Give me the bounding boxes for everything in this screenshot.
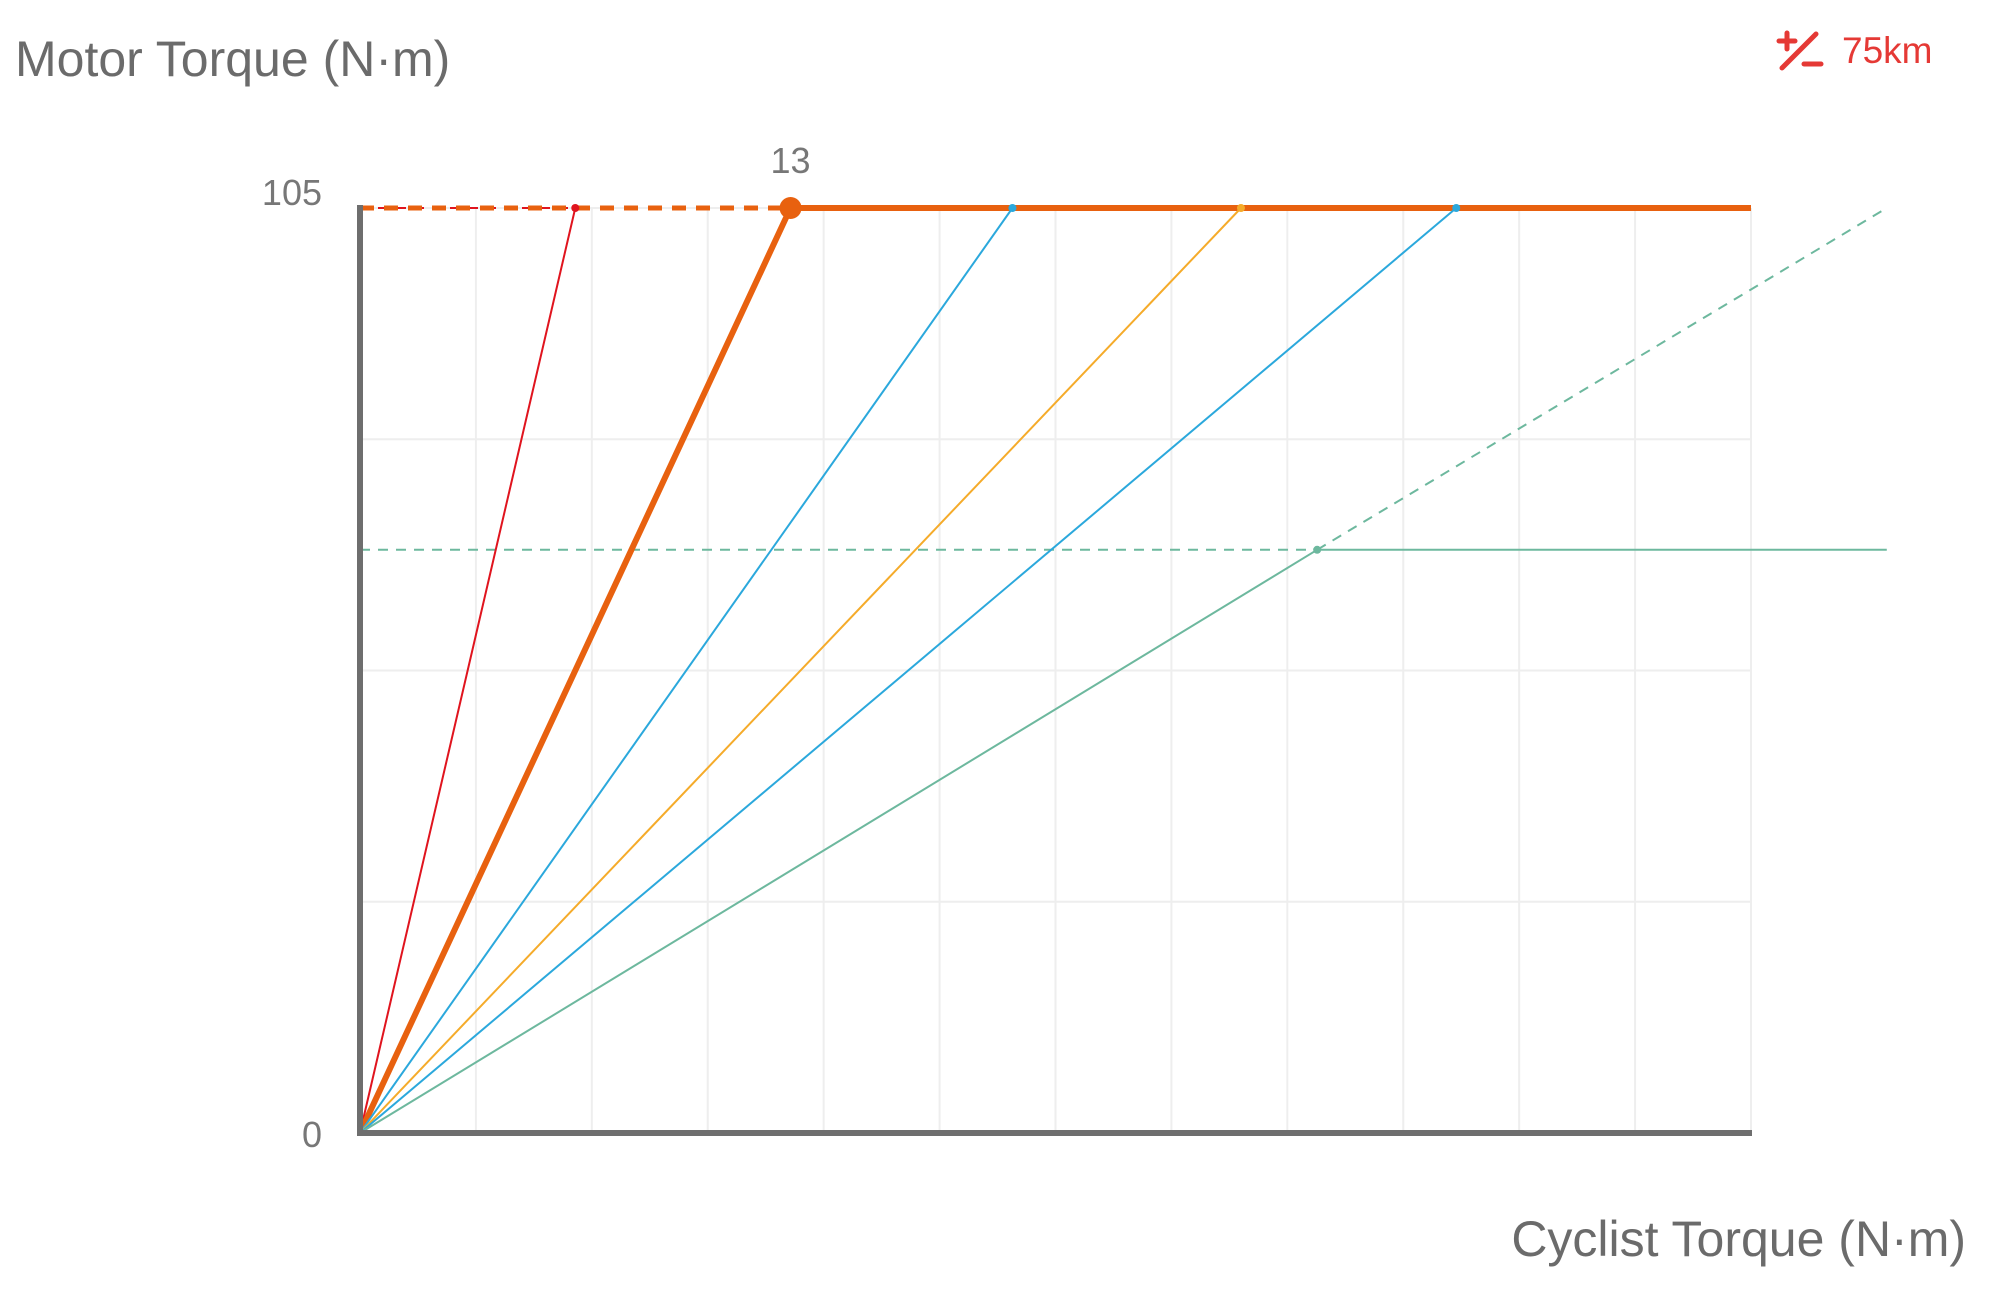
y-tick-max: 105 (262, 172, 322, 213)
x-axis-title: Cyclist Torque (N·m) (1511, 1211, 1966, 1267)
series-line-blue-1 (359, 207, 1014, 1134)
knee-point-yellow (1236, 204, 1245, 212)
knee-point-red (571, 204, 580, 212)
knee-point-blue-2 (1452, 204, 1461, 212)
series-line-yellow (359, 207, 1242, 1134)
knee-annotation: 13 (771, 140, 811, 181)
knee-point-blue-1 (1008, 204, 1017, 212)
range-badge[interactable]: 75km (1776, 30, 1932, 72)
extension-green (1316, 207, 1888, 551)
plus-minus-icon (1776, 30, 1824, 71)
series-line-red (359, 207, 577, 1134)
knee-point-green (1313, 545, 1322, 554)
series-line-blue-2 (359, 207, 1457, 1134)
grid (360, 207, 1752, 1133)
y-tick-zero: 0 (302, 1114, 322, 1155)
knee-point-orange-selected (779, 197, 802, 219)
y-axis-title: Motor Torque (N·m) (15, 31, 451, 87)
series-group (357, 197, 1888, 1135)
range-label: 75km (1842, 30, 1933, 71)
